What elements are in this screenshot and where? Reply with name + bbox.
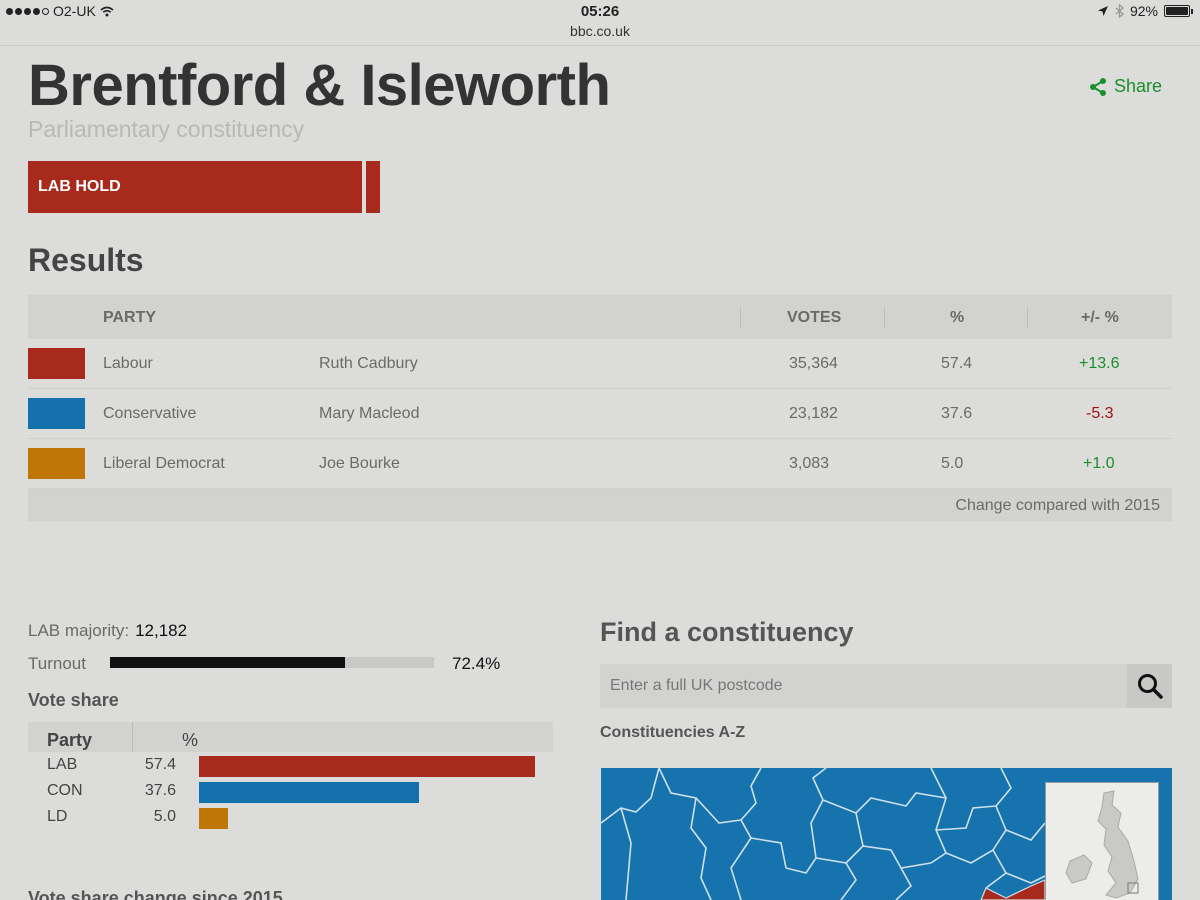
share-icon [1089,77,1106,96]
vote-share-table: Party % LAB 57.4 CON 37.6 LD 5.0 [28,722,553,830]
clock: 05:26 [580,3,620,20]
find-constituency-title: Find a constituency [600,617,854,647]
vote-share-value: 5.0 [153,808,176,825]
votes-value: 35,364 [789,355,838,372]
result-label: LAB HOLD [28,161,362,213]
vote-share-party: LD [47,808,68,825]
majority: LAB majority: 12,182 [28,621,187,641]
vote-share-party: CON [47,782,83,799]
postcode-search [600,664,1172,708]
turnout-value: 72.4% [452,654,501,673]
location-arrow-icon [1097,6,1108,16]
party-color-swatch [28,398,85,429]
party-name: Conservative [103,405,197,422]
vote-share-row: LAB 57.4 [28,752,553,778]
vote-share-value: 37.6 [144,782,176,799]
candidate-name: Ruth Cadbury [319,355,418,372]
party-color-swatch [28,448,85,479]
party-color-swatch [28,348,85,379]
vote-share-bar [199,782,420,803]
results-heading: Results [28,242,144,278]
result-banner: LAB HOLD [28,161,380,213]
page-title: Brentford & Isleworth [28,53,611,118]
vote-share-row: CON 37.6 [28,778,553,804]
share-label: Share [1113,76,1162,96]
constituency-map[interactable] [601,768,1172,900]
share-button[interactable]: Share [1088,76,1162,97]
vote-share-col-pct: % [182,730,199,750]
table-row: Conservative Mary Macleod 23,182 37.6 -5… [28,389,1172,439]
vote-share-bar [199,756,535,777]
page-subtitle: Parliamentary constituency [28,116,305,142]
col-pct: % [950,309,965,326]
majority-label: LAB majority: [28,621,130,640]
votes-value: 23,182 [789,405,838,422]
table-row: Labour Ruth Cadbury 35,364 57.4 +13.6 [28,339,1172,389]
pct-value: 37.6 [941,405,973,422]
constituencies-az-link[interactable]: Constituencies A-Z [600,724,746,741]
search-button[interactable] [1127,664,1172,708]
change-value: +13.6 [1079,355,1120,372]
uk-outline-icon [1065,790,1139,899]
battery-percent: 92% [1129,3,1158,19]
result-banner-marker [366,161,380,213]
results-footnote: Change compared with 2015 [28,489,1172,521]
vote-share-value: 57.4 [144,756,176,773]
party-name: Labour [103,355,153,372]
address-bar[interactable]: bbc.co.uk [570,23,630,39]
signal-icon [6,7,49,15]
carrier-label: O2-UK [53,3,96,19]
turnout-bar [110,657,434,668]
vote-share-bar [199,808,229,829]
turnout-label: Turnout [28,654,86,673]
uk-locator-map[interactable] [1045,782,1159,900]
change-value: -5.3 [1086,405,1114,422]
results-header: PARTY VOTES % +/- % [28,295,1172,339]
postcode-input[interactable] [600,664,1127,708]
vote-share-party: LAB [47,756,78,773]
majority-value: 12,182 [135,621,188,640]
votes-value: 3,083 [789,455,830,472]
vote-share-change-title: Vote share change since 2015 [28,888,283,900]
status-left: O2-UK [6,3,114,19]
search-icon [1137,674,1163,699]
vote-share-row: LD 5.0 [28,804,553,830]
vote-share-col-party: Party [47,730,93,750]
battery-icon [1164,5,1193,17]
candidate-name: Joe Bourke [319,455,400,472]
pct-value: 57.4 [941,355,973,372]
col-change: +/- % [1081,309,1119,326]
battery-level [1166,7,1189,15]
wifi-icon [100,6,114,16]
status-right: 92% [1097,3,1193,19]
change-value: +1.0 [1083,455,1115,472]
constituency-boundaries [601,768,1046,900]
candidate-name: Mary Macleod [319,405,420,422]
bluetooth-icon [1115,4,1124,18]
status-bar: O2-UK 05:26 bbc.co.uk 92% [0,0,1200,46]
footnote-text: Change compared with 2015 [955,497,1160,514]
vote-share-header: Party % [28,722,553,752]
results-table: PARTY VOTES % +/- % Labour Ruth Cadbury … [28,295,1172,521]
turnout-bar-fill [110,657,345,668]
party-name: Liberal Democrat [103,455,225,472]
vote-share-title: Vote share [28,690,119,710]
col-votes: VOTES [787,309,842,326]
col-party: PARTY [103,309,157,326]
pct-value: 5.0 [941,455,964,472]
table-row: Liberal Democrat Joe Bourke 3,083 5.0 +1… [28,439,1172,489]
